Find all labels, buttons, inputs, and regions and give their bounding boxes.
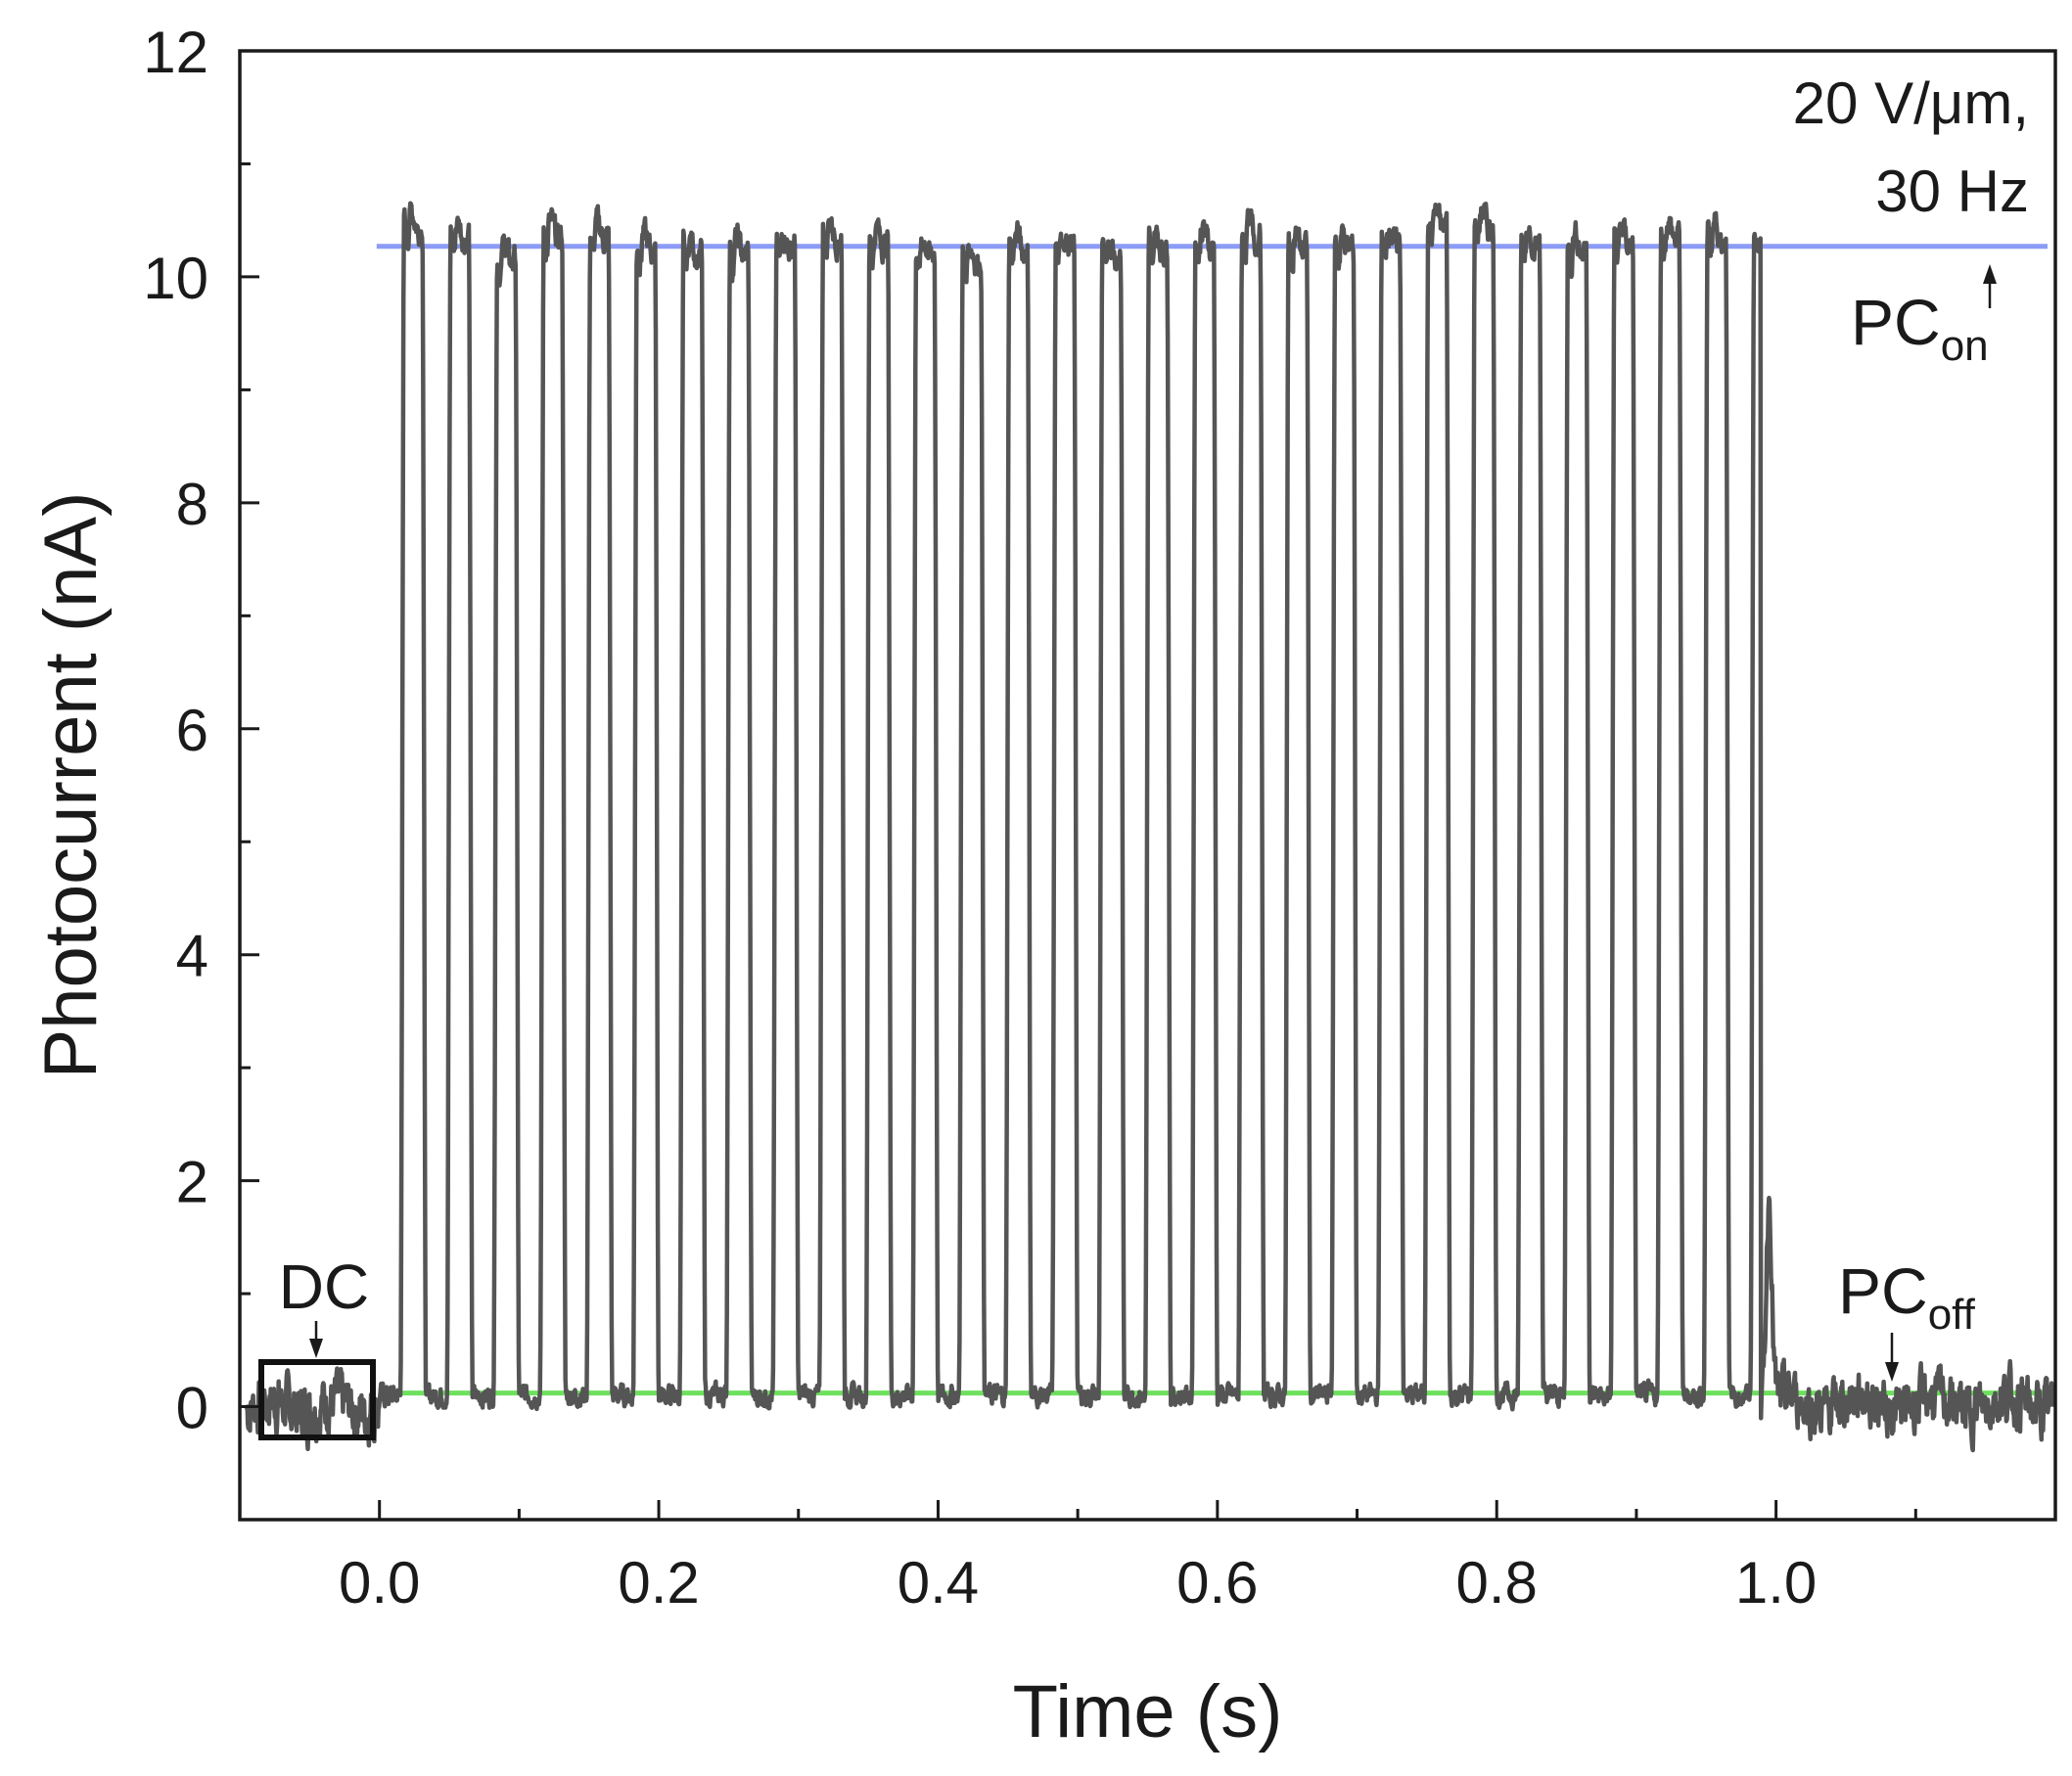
condition-annotation-field: 20 V/μm, [1793,70,2029,136]
pc-off-annotation: PCoff [1838,1254,1976,1382]
y-tick-label: 8 [176,472,208,537]
x-tick-label: 0.8 [1456,1550,1538,1616]
dc-annotation: DC [258,1252,376,1440]
condition-annotation-frequency: 30 Hz [1875,159,2029,224]
x-tick-label: 0.0 [339,1550,420,1616]
pc-on-label-subscript: on [1941,322,1989,370]
y-tick-label: 10 [143,246,208,311]
y-tick-label: 4 [176,924,208,989]
y-tick-label: 0 [176,1376,208,1441]
pc-off-arrow-head [1885,1362,1899,1382]
axis-ticks [238,49,2057,1522]
x-tick-labels: 0.0 0.2 0.4 0.6 0.8 1.0 [339,1550,1817,1616]
y-tick-label: 6 [176,698,208,763]
pc-on-label-main: PC [1851,286,1941,358]
pc-off-label-subscript: off [1928,1291,1976,1339]
x-tick-label: 1.0 [1735,1550,1817,1616]
pc-on-annotation: PCon [1851,264,1997,370]
x-axis-title: Time (s) [1013,1670,1283,1753]
y-tick-label: 12 [143,20,208,85]
x-tick-label: 0.6 [1176,1550,1258,1616]
pc-off-label: PCoff [1838,1254,1976,1339]
dc-arrow-head [309,1339,323,1358]
pc-on-arrow-head [1983,264,1997,284]
photocurrent-series-line [244,201,2055,1453]
y-tick-labels: 0 2 4 6 8 10 12 [143,20,208,1441]
pc-on-label: PCon [1851,286,1989,370]
y-axis-title: Photocurrent (nA) [29,492,113,1079]
dc-region-box [258,1359,376,1440]
pc-off-label-main: PC [1838,1254,1928,1327]
y-tick-label: 2 [176,1150,208,1215]
dc-label: DC [279,1252,369,1322]
x-tick-label: 0.2 [618,1550,699,1616]
x-tick-label: 0.4 [898,1550,979,1616]
plot-frame [238,49,2057,1522]
